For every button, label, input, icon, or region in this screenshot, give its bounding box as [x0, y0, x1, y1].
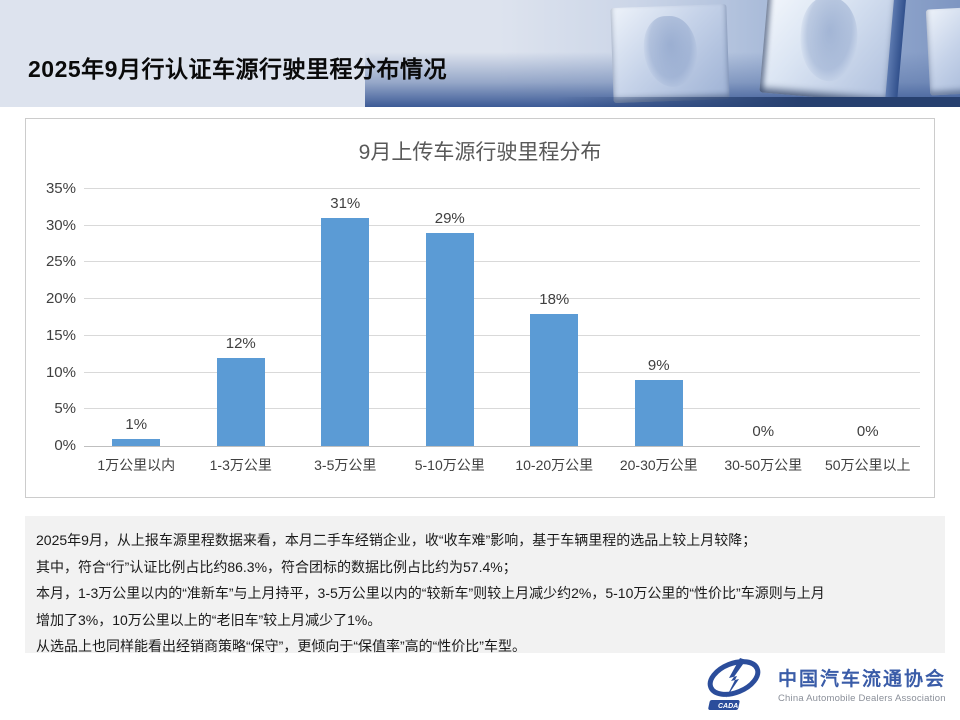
bar-value-label: 29%	[434, 210, 465, 228]
gridline	[84, 408, 920, 410]
bar-value-label: 12%	[225, 334, 256, 352]
bar-group: 0%	[816, 189, 921, 446]
bar-group: 29%	[398, 189, 503, 446]
x-axis-label: 20-30万公里	[619, 457, 698, 473]
summary-panel: 2025年9月，从上报车源里程数据来看，本月二手车经销企业，收“收车难”影响，基…	[25, 516, 945, 654]
summary-line: 2025年9月，从上报车源里程数据来看，本月二手车经销企业，收“收车难”影响，基…	[36, 532, 757, 548]
gridline	[84, 371, 920, 373]
plot-area: 1% 12% 31% 29% 18% 9% 0% 0%	[84, 188, 921, 447]
bar	[425, 233, 474, 446]
y-tick-label: 10%	[45, 363, 76, 381]
summary-line: 其中，符合“行”认证比例占比约86.3%，符合团标的数据比例占比约为57.4%；	[36, 558, 517, 575]
gridline	[84, 188, 920, 189]
y-axis: 0% 5% 10% 15% 20% 25% 30% 35%	[32, 180, 84, 454]
bar	[216, 357, 265, 446]
bar	[634, 379, 683, 446]
gridline	[84, 298, 920, 300]
summary-line: 增加了3%，10万公里以上的“老旧车”较上月减少了1%。	[36, 611, 382, 628]
y-tick-label: 5%	[54, 400, 76, 418]
slide-title: 2025年9月行认证车源行驶里程分布情况	[28, 56, 447, 82]
y-tick-label: 35%	[45, 180, 76, 197]
bar	[530, 313, 579, 446]
cube-decoration-icon	[759, 0, 907, 107]
cube-front-face	[925, 6, 960, 96]
cube-decoration-icon	[610, 4, 730, 103]
cada-acronym-text: CADA	[718, 703, 738, 710]
chart-body: 0% 5% 10% 15% 20% 25% 30% 35% 1% 12% 31% 29% 18% 9% 0…	[32, 180, 921, 475]
y-tick-label: 30%	[45, 216, 76, 234]
bar-value-label: 0%	[856, 423, 879, 440]
org-name-zh: 中国汽车流通协会	[777, 669, 946, 690]
chart-title: 9月上传车源行驶里程分布	[358, 141, 602, 164]
x-axis-label: 10-20万公里	[515, 457, 594, 473]
cube-decoration-icon	[925, 6, 960, 96]
y-tick-label: 25%	[45, 253, 76, 271]
bar-group: 18%	[502, 189, 607, 446]
bar	[321, 218, 370, 446]
x-axis-line	[84, 446, 920, 447]
y-tick-label: 15%	[45, 326, 76, 344]
gridline	[84, 261, 920, 263]
gridline	[84, 224, 920, 226]
x-axis: 1万公里以内 1-3万公里 3-5万公里 5-10万公里 10-20万公里 20-30万公…	[84, 455, 920, 475]
x-axis-label: 1万公里以内	[97, 457, 176, 473]
y-tick-label: 0%	[54, 437, 76, 454]
bar-group: 12%	[189, 189, 294, 446]
x-axis-label: 1-3万公里	[209, 457, 272, 473]
summary-line: 本月，1-3万公里以内的“准新车”与上月持平，3-5万公里以内的“较新车”则较上…	[36, 585, 825, 601]
gridline	[84, 334, 920, 336]
bar-group: 9%	[607, 189, 712, 446]
bar-value-label: 0%	[752, 423, 775, 440]
x-axis-label: 3-5万公里	[314, 457, 377, 473]
header-floor-edge	[556, 97, 960, 107]
bar-value-label: 9%	[647, 356, 670, 374]
y-tick-label: 20%	[45, 290, 76, 308]
bar-group: 31%	[293, 189, 398, 446]
x-axis-label: 50万公里以上	[824, 457, 911, 473]
cada-logo-icon: CADA	[707, 658, 761, 710]
bar-value-label: 1%	[125, 415, 148, 433]
slide-header: 2025年9月行认证车源行驶里程分布情况	[0, 0, 960, 107]
x-axis-label: 5-10万公里	[414, 457, 485, 473]
x-axis-label: 30-50万公里	[724, 457, 803, 473]
summary-line: 从选品上也同样能看出经销商策略“保守”，更倾向于“保值率”高的“性价比”车型。	[36, 638, 526, 654]
bar-value-label: 18%	[539, 290, 570, 308]
bar-group: 0%	[711, 189, 816, 446]
bar-value-label: 31%	[330, 195, 361, 213]
footer-logo: CADA 中国汽车流通协会 China Automobile Dealers A…	[706, 656, 946, 712]
chart-panel: 9月上传车源行驶里程分布 0% 5% 10% 15% 20% 25% 30% 35% 1% 12…	[25, 118, 935, 498]
bar-group: 1%	[84, 189, 189, 446]
bar	[112, 438, 161, 446]
org-name-en: China Automobile Dealers Association	[777, 693, 946, 704]
